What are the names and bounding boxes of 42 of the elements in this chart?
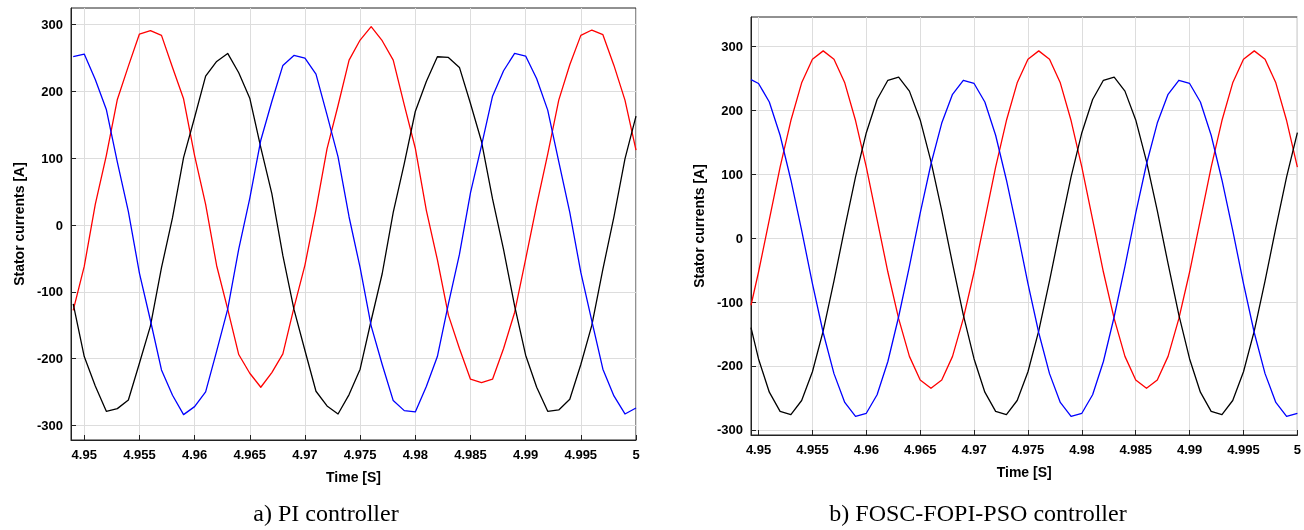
y-tick-label: -100 <box>716 294 743 310</box>
x-tick-label: 4.955 <box>796 442 829 457</box>
y-tick-label: 100 <box>721 166 743 182</box>
text: b) FOSC-FOPI-PSO controller <box>829 500 1127 526</box>
x-axis-title: Time [S] <box>996 464 1052 480</box>
y-tick-label: -200 <box>36 351 63 367</box>
text: a) PI controller <box>253 500 399 526</box>
x-tick-label: 4.96 <box>181 447 208 462</box>
x-tick-label: 4.95 <box>745 442 772 457</box>
x-axis-title: Time [S] <box>326 469 381 485</box>
x-tick-label: 4.995 <box>1227 442 1260 457</box>
x-tick-label: 4.975 <box>1011 442 1045 457</box>
x-tick-label: 4.97 <box>292 447 318 462</box>
y-tick-label: 100 <box>41 150 63 166</box>
y-tick-label: 200 <box>721 102 743 118</box>
x-tick-label: 5 <box>1293 442 1301 457</box>
x-tick-label: 4.95 <box>71 447 97 462</box>
x-tick-label: 4.965 <box>233 447 267 462</box>
y-tick-label: -100 <box>36 284 63 300</box>
y-tick-label: 300 <box>721 38 743 54</box>
y-tick-label: -200 <box>716 358 743 374</box>
y-tick-label: 0 <box>735 230 743 246</box>
x-tick-label: 5 <box>632 447 640 462</box>
x-tick-label: 4.995 <box>564 447 598 462</box>
x-tick-label: 4.985 <box>1119 442 1153 457</box>
x-tick-label: 4.99 <box>1176 442 1203 457</box>
x-tick-label: 4.99 <box>512 447 539 462</box>
y-tick-label: 0 <box>55 217 63 233</box>
x-tick-label: 4.96 <box>853 442 879 457</box>
y-tick-label: 200 <box>41 83 63 99</box>
y-tick-label: -300 <box>716 422 743 438</box>
x-tick-label: 4.98 <box>402 447 428 462</box>
y-tick-label: 300 <box>41 17 63 33</box>
x-tick-label: 4.98 <box>1069 442 1095 457</box>
x-tick-label: 4.955 <box>123 447 156 462</box>
x-tick-label: 4.985 <box>454 447 487 462</box>
x-tick-label: 4.97 <box>961 442 987 457</box>
x-tick-label: 4.975 <box>343 447 377 462</box>
x-tick-label: 4.965 <box>903 442 937 457</box>
y-tick-label: -300 <box>36 417 63 433</box>
y-axis-title: Stator currents [A] <box>11 162 28 286</box>
y-axis-title: Stator currents [A] <box>691 164 708 288</box>
